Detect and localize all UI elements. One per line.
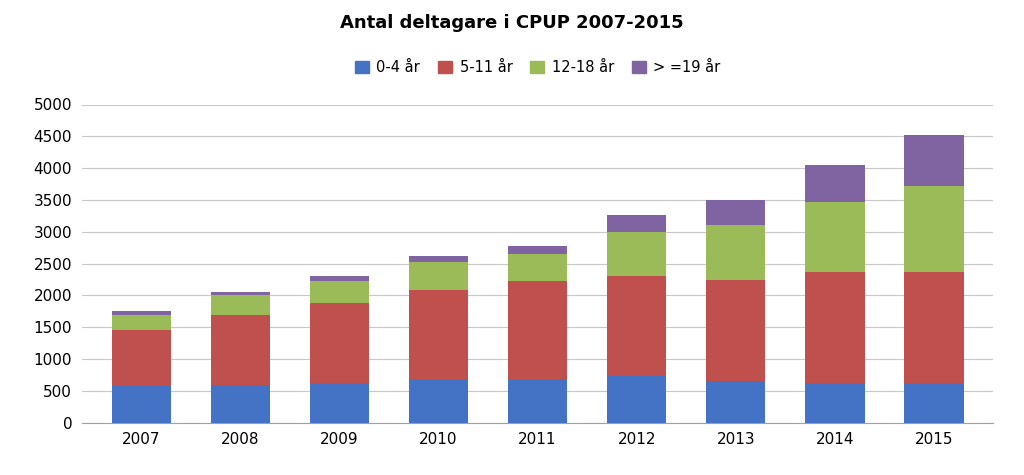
Bar bbox=[904, 135, 964, 186]
Bar bbox=[904, 383, 964, 423]
Bar bbox=[805, 383, 864, 423]
Bar bbox=[409, 262, 468, 290]
Bar bbox=[309, 383, 370, 423]
Bar bbox=[706, 226, 766, 279]
Bar bbox=[607, 276, 667, 376]
Bar bbox=[904, 272, 964, 383]
Bar bbox=[409, 256, 468, 262]
Bar bbox=[805, 272, 864, 383]
Bar bbox=[805, 165, 864, 202]
Bar bbox=[112, 315, 171, 331]
Bar bbox=[607, 215, 667, 232]
Bar bbox=[211, 295, 270, 314]
Bar bbox=[112, 386, 171, 423]
Text: Antal deltagare i CPUP 2007-2015: Antal deltagare i CPUP 2007-2015 bbox=[340, 14, 684, 32]
Bar bbox=[706, 200, 766, 226]
Bar bbox=[309, 303, 370, 383]
Bar bbox=[309, 276, 370, 281]
Bar bbox=[112, 312, 171, 315]
Bar bbox=[211, 314, 270, 385]
Bar bbox=[211, 292, 270, 295]
Bar bbox=[508, 254, 567, 282]
Legend: 0-4 år, 5-11 år, 12-18 år, > =19 år: 0-4 år, 5-11 år, 12-18 år, > =19 år bbox=[349, 55, 726, 81]
Bar bbox=[508, 282, 567, 380]
Bar bbox=[904, 186, 964, 272]
Bar bbox=[409, 290, 468, 379]
Bar bbox=[607, 376, 667, 423]
Bar bbox=[508, 380, 567, 423]
Bar bbox=[607, 232, 667, 276]
Bar bbox=[706, 279, 766, 381]
Bar bbox=[211, 385, 270, 423]
Bar bbox=[309, 281, 370, 303]
Bar bbox=[508, 246, 567, 254]
Bar bbox=[805, 202, 864, 272]
Bar bbox=[409, 379, 468, 423]
Bar bbox=[112, 331, 171, 386]
Bar bbox=[706, 381, 766, 423]
